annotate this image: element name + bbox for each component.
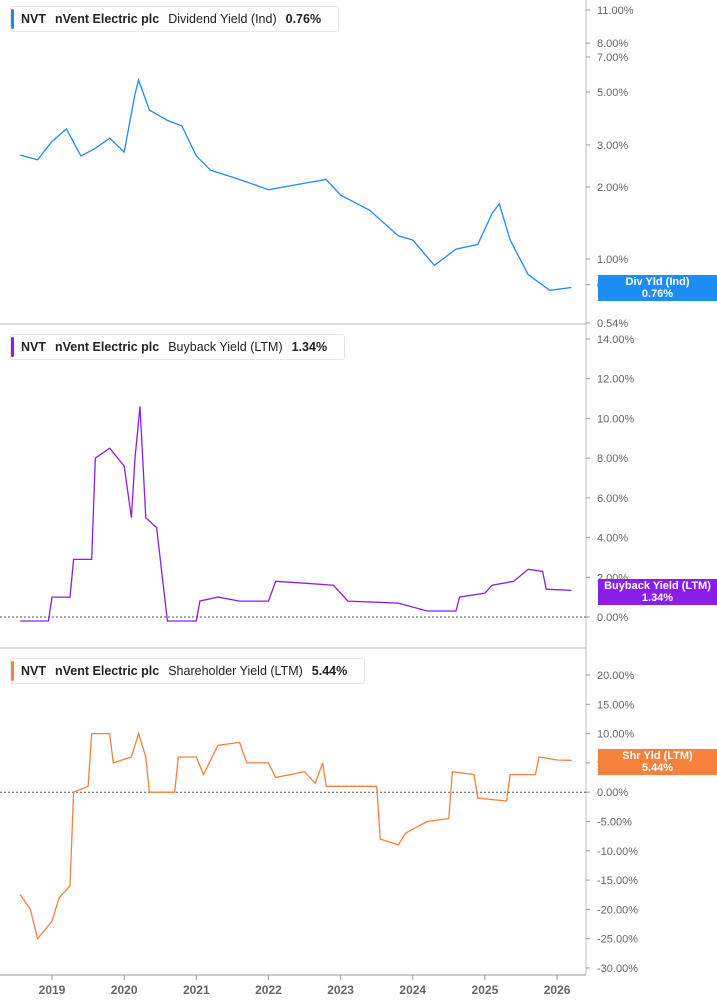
tag-value: 0.76% [641, 288, 674, 300]
x-tick-label: 2021 [183, 983, 210, 997]
x-tick-label: 2022 [255, 983, 282, 997]
y-tick-label: 10.00% [597, 729, 635, 741]
tag-title: Div Yld (Ind) [625, 276, 690, 288]
x-tick-label: 2024 [399, 983, 426, 997]
y-tick-label: 11.00% [597, 5, 634, 17]
legend-buyback[interactable]: NVT nVent Electric plc Buyback Yield (LTM)… [10, 334, 346, 360]
tag-value: 1.34% [641, 592, 674, 604]
series-line-1 [20, 406, 572, 622]
tag-value: 5.44% [641, 762, 674, 774]
y-tick-label: -30.00% [597, 963, 638, 975]
y-tick-label: 14.00% [597, 334, 635, 346]
series-color-marker [11, 661, 14, 681]
x-tick-label: 2025 [472, 983, 499, 997]
x-tick-label: 2026 [544, 983, 571, 997]
metric: Buyback Yield (LTM) [168, 340, 283, 354]
x-tick-label: 2020 [111, 983, 138, 997]
x-tick-label: 2019 [39, 983, 66, 997]
y-tick-label: 0.00% [597, 612, 628, 624]
value: 1.34% [291, 340, 328, 354]
y-tick-label: 0.00% [597, 787, 628, 799]
y-tick-label: 0.54% [597, 318, 628, 330]
ticker: NVT [21, 664, 46, 678]
company: nVent Electric plc [55, 12, 160, 26]
y-tick-label: -25.00% [597, 934, 638, 946]
y-tick-label: 10.00% [597, 413, 635, 425]
value: 0.76% [285, 12, 322, 26]
y-tick-label: 8.00% [597, 38, 628, 50]
y-tick-label: -5.00% [597, 817, 632, 829]
last-value-tag-buyback: Buyback Yield (LTM) 1.34% [598, 579, 717, 605]
y-tick-label: 2.00% [597, 182, 628, 194]
legend-shareholder[interactable]: NVT nVent Electric plc Shareholder Yield (… [10, 658, 366, 684]
company: nVent Electric plc [55, 340, 160, 354]
metric: Shareholder Yield (LTM) [168, 664, 303, 678]
y-tick-label: 20.00% [597, 670, 635, 682]
y-tick-label: -15.00% [597, 875, 638, 887]
ticker: NVT [21, 12, 46, 26]
company: nVent Electric plc [55, 664, 160, 678]
ticker: NVT [21, 340, 46, 354]
value: 5.44% [311, 664, 348, 678]
tag-title: Shr Yld (LTM) [622, 750, 693, 762]
legend-dividend[interactable]: NVT nVent Electric plc Dividend Yield (Ind… [10, 6, 340, 32]
series-line-2 [19, 731, 572, 941]
y-tick-label: 6.00% [597, 493, 628, 505]
y-tick-label: -10.00% [597, 846, 638, 858]
y-tick-label: 12.00% [597, 374, 635, 386]
x-tick-label: 2023 [327, 983, 354, 997]
y-tick-label: 15.00% [597, 699, 635, 711]
series-color-marker [11, 337, 14, 357]
y-tick-label: 4.00% [597, 533, 628, 545]
y-tick-label: 7.00% [597, 52, 628, 64]
last-value-tag-dividend: Div Yld (Ind) 0.76% [598, 275, 717, 301]
y-tick-label: 3.00% [597, 140, 628, 152]
series-color-marker [11, 9, 14, 29]
metric: Dividend Yield (Ind) [168, 12, 277, 26]
y-tick-label: 1.00% [597, 254, 628, 266]
y-tick-label: 5.00% [597, 87, 628, 99]
series-line-0 [20, 77, 572, 291]
last-value-tag-shareholder: Shr Yld (LTM) 5.44% [598, 749, 717, 775]
tag-title: Buyback Yield (LTM) [604, 580, 711, 592]
y-tick-label: -20.00% [597, 904, 638, 916]
y-tick-label: 8.00% [597, 453, 628, 465]
